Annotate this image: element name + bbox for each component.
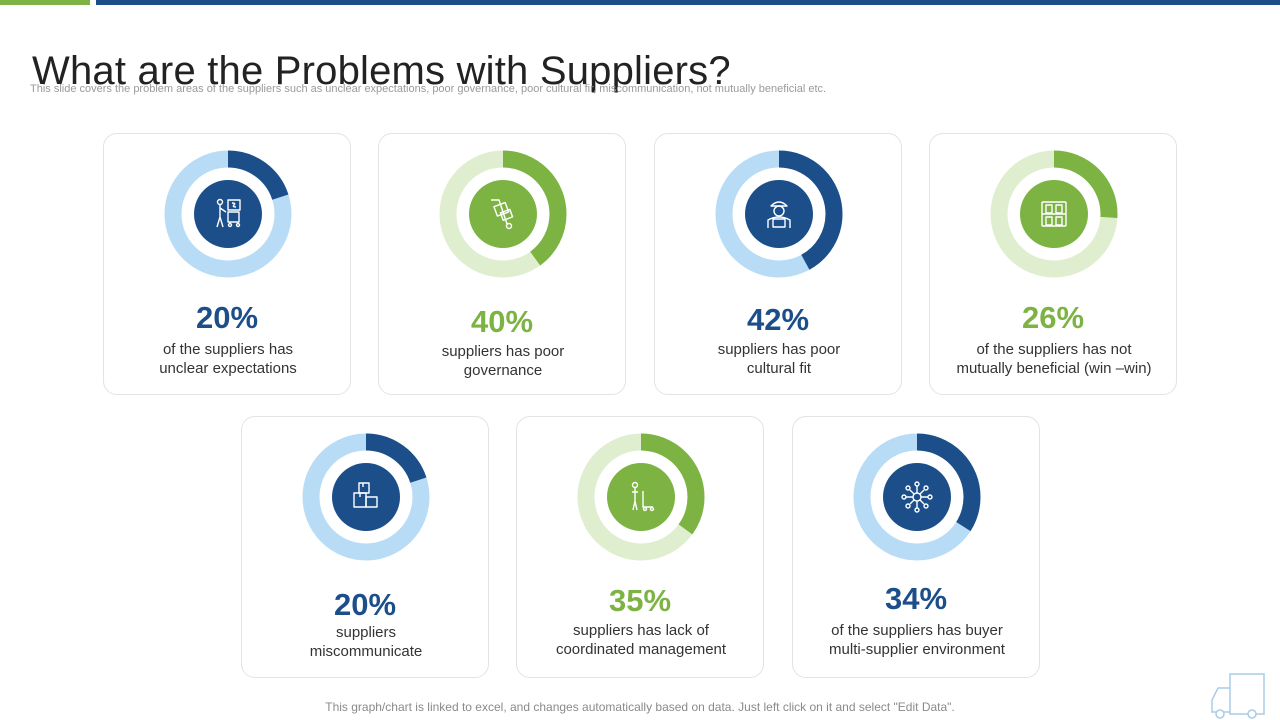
delivery-person-icon [767, 201, 791, 228]
description-line: mutually beneficial (win –win) [956, 360, 1152, 377]
worker-cart-icon [216, 198, 241, 228]
description-line: of the suppliers has buyer [831, 622, 1003, 639]
description-line: suppliers has poor [441, 343, 565, 360]
problem-card: 20% of the suppliers has unclear expectati… [103, 133, 351, 395]
donut-chart [439, 150, 567, 278]
problem-card: 40% suppliers has poor governance [378, 133, 626, 395]
problem-card: 26% of the suppliers has not mutually bene… [929, 133, 1177, 395]
problem-card: 34% of the suppliers has buyer multi-suppl… [792, 416, 1040, 678]
problem-description: of the suppliers has buyer multi-supplier… [803, 621, 1031, 659]
donut-chart [302, 433, 430, 561]
description-line: of the suppliers has [162, 341, 294, 358]
truck-icon [1211, 673, 1265, 719]
donut-chart [990, 150, 1118, 278]
problem-description: of the suppliers has unclear expectations [114, 340, 342, 378]
hand-truck-icon [491, 199, 514, 230]
donut-value-arc [577, 433, 705, 561]
top-accent-blue [96, 0, 1280, 5]
description-line: of the suppliers has not [976, 341, 1132, 358]
donut-chart [164, 150, 292, 278]
network-icon [901, 481, 933, 513]
shelves-icon [1041, 201, 1067, 227]
problem-description: suppliers has lack of coordinated managem… [527, 621, 755, 659]
donut-chart [715, 150, 843, 278]
description-line: suppliers [335, 624, 397, 641]
problem-card: 42% suppliers has poor cultural fit [654, 133, 902, 395]
percentage-value: 40% [470, 304, 534, 339]
donut-value-arc [164, 150, 292, 278]
problem-description: suppliers has poor governance [389, 342, 617, 380]
donut-center [745, 180, 813, 248]
page-subtitle: This slide covers the problem areas of t… [30, 83, 827, 95]
footer-note: This graph/chart is linked to excel, and… [325, 700, 955, 714]
donut-value-arc [990, 150, 1118, 278]
problem-card: 35% suppliers has lack of coordinated mana… [516, 416, 764, 678]
donut-center [607, 463, 675, 531]
top-accent-green [0, 0, 90, 5]
percentage-value: 42% [746, 302, 810, 337]
donut-chart [577, 433, 705, 561]
percentage-value: 26% [1021, 300, 1085, 335]
percentage-value: 20% [195, 300, 259, 335]
problem-description: suppliers miscommunicate [252, 623, 480, 661]
percentage-value: 20% [333, 587, 397, 622]
donut-value-arc [853, 433, 981, 561]
percentage-value: 35% [608, 583, 672, 618]
donut-center [883, 463, 951, 531]
description-line: coordinated management [555, 641, 727, 658]
page-title: What are the Problems with Suppliers? [32, 48, 731, 93]
person-trolley-icon [631, 481, 655, 512]
description-line: suppliers has poor [717, 341, 841, 358]
percentage-value: 34% [884, 581, 948, 616]
donut-chart [853, 433, 981, 561]
boxes-icon [353, 482, 378, 508]
donut-value-arc [302, 433, 430, 561]
description-line: cultural fit [746, 360, 812, 377]
problem-description: of the suppliers has not mutually benefic… [940, 340, 1168, 378]
description-line: suppliers has lack of [573, 622, 709, 639]
description-line: miscommunicate [309, 643, 423, 660]
donut-value-arc [439, 150, 567, 278]
description-line: multi-supplier environment [829, 641, 1005, 658]
donut-value-arc [715, 150, 843, 278]
problem-description: suppliers has poor cultural fit [665, 340, 893, 378]
description-line: unclear expectations [159, 360, 297, 377]
description-line: governance [463, 362, 543, 379]
problem-card: 20% suppliers miscommunicate [241, 416, 489, 678]
